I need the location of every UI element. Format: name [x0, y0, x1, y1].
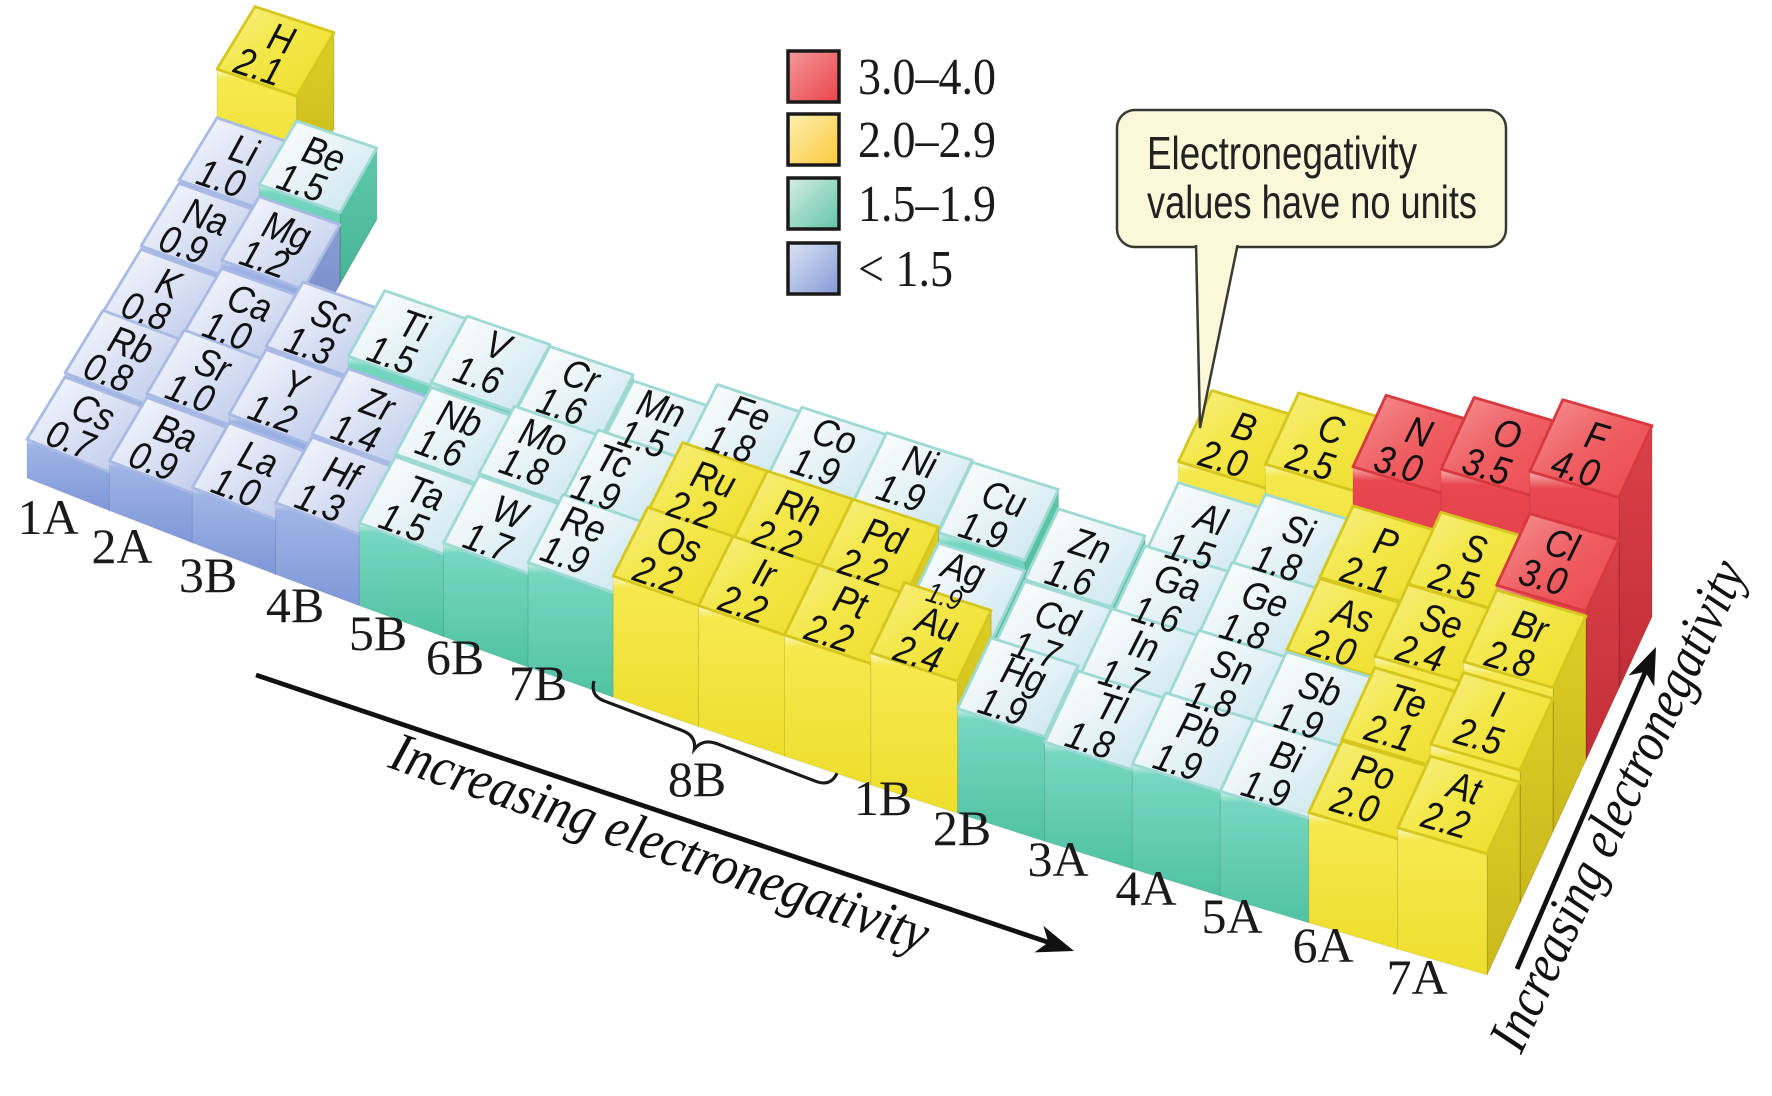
- svg-text:< 1.5: < 1.5: [858, 241, 953, 298]
- svg-text:1B: 1B: [854, 770, 912, 826]
- svg-text:4A: 4A: [1115, 860, 1176, 916]
- svg-text:2A: 2A: [91, 518, 152, 574]
- svg-text:3A: 3A: [1027, 831, 1088, 887]
- svg-text:2.0–2.9: 2.0–2.9: [858, 112, 996, 169]
- svg-text:6B: 6B: [426, 629, 484, 685]
- svg-text:6A: 6A: [1292, 917, 1353, 973]
- svg-text:3B: 3B: [179, 547, 237, 603]
- svg-text:7B: 7B: [509, 655, 567, 711]
- svg-text:1A: 1A: [17, 489, 78, 545]
- svg-text:Electronegativity: Electronegativity: [1147, 127, 1417, 179]
- svg-text:3.0–4.0: 3.0–4.0: [858, 49, 996, 106]
- svg-text:5B: 5B: [349, 605, 407, 661]
- svg-text:7A: 7A: [1386, 949, 1447, 1005]
- svg-text:2B: 2B: [933, 800, 991, 856]
- svg-text:5A: 5A: [1201, 888, 1262, 944]
- svg-text:1.5–1.9: 1.5–1.9: [858, 176, 996, 233]
- svg-text:4B: 4B: [266, 577, 324, 633]
- svg-text:8B: 8B: [668, 751, 726, 807]
- svg-text:values have no units: values have no units: [1147, 176, 1477, 228]
